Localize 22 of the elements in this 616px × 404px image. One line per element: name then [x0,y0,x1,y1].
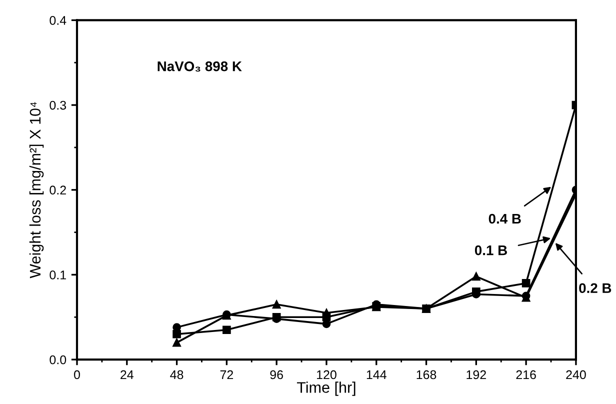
x-tick-label: 168 [416,370,436,380]
series-label: 0.4 B [488,214,521,224]
x-axis-title: Time [hr] [296,382,356,396]
y-tick-label: 0.2 [50,186,66,195]
x-tick-label: 24 [120,370,134,380]
x-tick-label: 144 [366,370,386,380]
text: 0.2 B [579,283,612,294]
y-tick-label: 0.1 [50,270,66,280]
x-tick-label: 0 [74,370,80,380]
x-tick-label: 120 [317,370,336,380]
x-tick-label: 240 [566,370,586,380]
x-tick-label: 216 [516,370,536,380]
legend-label: 0.1 B [474,245,507,256]
x-tick-label: 72 [220,370,234,380]
x-tick-label: 96 [270,370,283,380]
x-tick-label: 192 [466,370,486,380]
y-tick-label: 0.3 [50,100,66,110]
annotation: NaVO₃ 898 K [158,61,242,72]
y-axis-title: Weight loss [mg/m²] X 10⁴ [29,102,44,278]
y-tick-label: 0.4 [50,16,66,25]
x-tick-label: 48 [170,370,184,380]
y-tick-label: 0.0 [50,355,66,364]
